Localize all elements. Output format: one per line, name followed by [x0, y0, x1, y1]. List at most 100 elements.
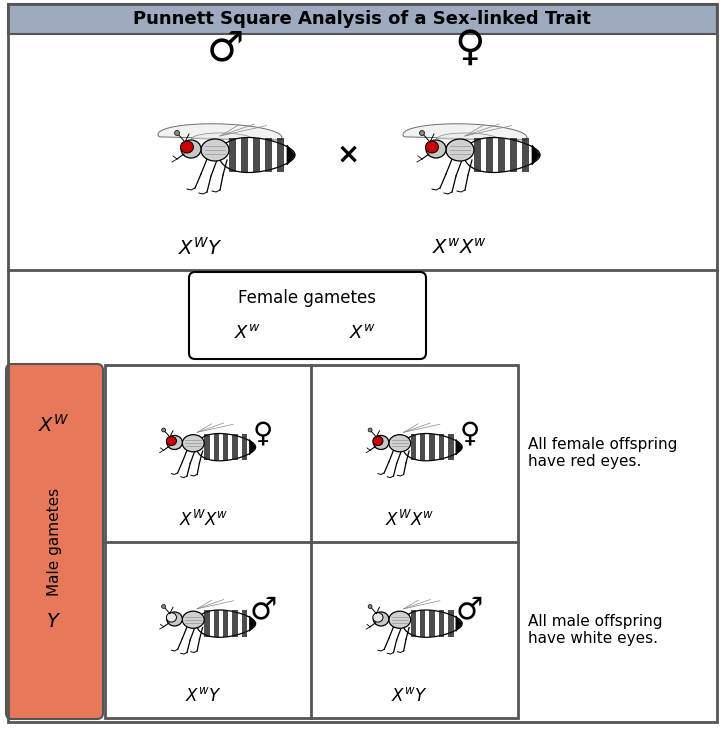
Circle shape — [175, 130, 180, 136]
Text: $X^{w}$: $X^{w}$ — [233, 324, 260, 342]
Ellipse shape — [389, 611, 410, 628]
Text: $X^{W}$: $X^{W}$ — [38, 414, 70, 436]
Polygon shape — [196, 434, 256, 461]
Polygon shape — [403, 434, 462, 461]
FancyBboxPatch shape — [189, 272, 426, 359]
Polygon shape — [532, 145, 540, 165]
Ellipse shape — [373, 436, 383, 445]
Polygon shape — [214, 434, 219, 461]
Polygon shape — [410, 434, 416, 461]
Polygon shape — [249, 440, 256, 455]
Polygon shape — [510, 138, 517, 172]
Ellipse shape — [373, 613, 383, 622]
Ellipse shape — [181, 141, 194, 153]
Polygon shape — [420, 434, 426, 461]
Text: ♂: ♂ — [207, 27, 244, 69]
Polygon shape — [149, 599, 246, 612]
Polygon shape — [522, 138, 529, 172]
Text: All female offspring
have red eyes.: All female offspring have red eyes. — [528, 437, 677, 469]
FancyBboxPatch shape — [6, 364, 103, 719]
Ellipse shape — [166, 436, 176, 445]
Polygon shape — [448, 610, 454, 637]
Bar — [105, 365, 518, 718]
Polygon shape — [253, 138, 260, 172]
Text: $X^{w}Y$: $X^{w}Y$ — [392, 687, 428, 705]
Polygon shape — [436, 133, 500, 140]
Ellipse shape — [182, 434, 204, 452]
Text: ♂: ♂ — [456, 596, 484, 624]
Text: Punnett Square Analysis of a Sex-linked Trait: Punnett Square Analysis of a Sex-linked … — [133, 10, 591, 28]
Ellipse shape — [426, 140, 446, 158]
Polygon shape — [429, 434, 435, 461]
Polygon shape — [232, 434, 238, 461]
Polygon shape — [232, 610, 238, 637]
Polygon shape — [355, 599, 452, 612]
Polygon shape — [191, 133, 255, 140]
Polygon shape — [158, 124, 282, 140]
Polygon shape — [381, 430, 431, 435]
Text: $X^{W}X^{w}$: $X^{W}X^{w}$ — [385, 510, 434, 529]
Text: $X^{w}X^{w}$: $X^{w}X^{w}$ — [433, 238, 487, 258]
Polygon shape — [249, 616, 256, 631]
Polygon shape — [410, 610, 416, 637]
Polygon shape — [456, 616, 462, 631]
Text: ♀: ♀ — [460, 419, 480, 448]
Polygon shape — [265, 138, 272, 172]
Circle shape — [368, 604, 372, 609]
Text: ♀: ♀ — [253, 419, 273, 448]
Text: $X^{W}X^{w}$: $X^{W}X^{w}$ — [178, 510, 228, 529]
Circle shape — [162, 428, 165, 432]
Polygon shape — [420, 610, 426, 637]
Ellipse shape — [446, 139, 474, 161]
Text: $Y$: $Y$ — [46, 612, 62, 631]
Text: ×: × — [336, 141, 360, 169]
Ellipse shape — [201, 139, 229, 161]
Polygon shape — [448, 434, 454, 461]
Polygon shape — [175, 430, 224, 435]
Ellipse shape — [389, 434, 410, 452]
Polygon shape — [241, 434, 247, 461]
Circle shape — [368, 428, 372, 432]
Polygon shape — [381, 607, 431, 612]
Polygon shape — [287, 145, 295, 165]
Ellipse shape — [373, 435, 389, 450]
Ellipse shape — [373, 612, 389, 626]
Circle shape — [420, 130, 425, 136]
Polygon shape — [204, 434, 210, 461]
Polygon shape — [223, 610, 228, 637]
Polygon shape — [439, 434, 444, 461]
Polygon shape — [355, 423, 452, 435]
Polygon shape — [175, 607, 224, 612]
Text: Female gametes: Female gametes — [238, 289, 376, 307]
Polygon shape — [223, 434, 228, 461]
Polygon shape — [229, 138, 236, 172]
Ellipse shape — [167, 612, 182, 626]
Text: $X^{W}Y$: $X^{W}Y$ — [178, 237, 223, 259]
Polygon shape — [429, 610, 435, 637]
Text: $X^{w}Y$: $X^{w}Y$ — [185, 687, 222, 705]
Polygon shape — [241, 610, 247, 637]
Circle shape — [162, 604, 165, 609]
Polygon shape — [196, 610, 256, 637]
Polygon shape — [403, 124, 527, 140]
FancyBboxPatch shape — [8, 4, 717, 34]
Ellipse shape — [181, 140, 201, 158]
Text: ♀: ♀ — [455, 27, 485, 69]
Polygon shape — [219, 138, 295, 173]
Ellipse shape — [166, 613, 176, 622]
Polygon shape — [403, 610, 462, 637]
Polygon shape — [241, 138, 248, 172]
Polygon shape — [149, 423, 246, 435]
Polygon shape — [214, 610, 219, 637]
Text: All male offspring
have white eyes.: All male offspring have white eyes. — [528, 614, 663, 646]
Text: ♂: ♂ — [249, 596, 277, 624]
Polygon shape — [498, 138, 505, 172]
Polygon shape — [474, 138, 481, 172]
Polygon shape — [456, 440, 462, 455]
Text: $X^{w}$: $X^{w}$ — [349, 324, 376, 342]
Polygon shape — [464, 138, 540, 173]
Ellipse shape — [182, 611, 204, 628]
Ellipse shape — [426, 141, 439, 153]
Polygon shape — [204, 610, 210, 637]
Polygon shape — [277, 138, 284, 172]
